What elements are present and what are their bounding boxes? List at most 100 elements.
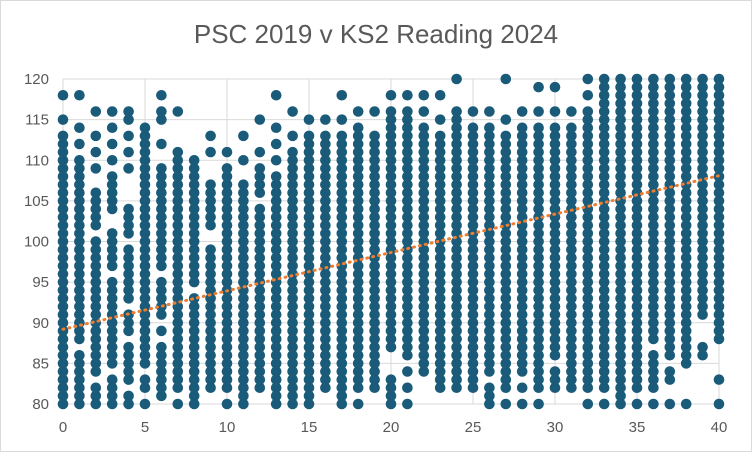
- data-point: [713, 301, 725, 312]
- data-point: [484, 146, 495, 158]
- data-point: [664, 203, 676, 215]
- data-point: [90, 260, 102, 272]
- data-point: [418, 341, 430, 353]
- data-point: [533, 154, 544, 166]
- data-point: [320, 211, 331, 223]
- data-point: [598, 268, 610, 280]
- data-point: [57, 187, 69, 199]
- data-point: [74, 382, 85, 394]
- data-point: [549, 349, 561, 361]
- data-point: [221, 309, 233, 320]
- data-point: [90, 309, 102, 320]
- data-point: [188, 187, 200, 199]
- data-point: [238, 317, 249, 329]
- data-point: [336, 333, 348, 345]
- data-point: [582, 341, 594, 353]
- data-point: [582, 138, 594, 150]
- data-point: [123, 228, 134, 239]
- data-point: [74, 187, 85, 199]
- data-point: [664, 276, 676, 288]
- data-point: [238, 130, 249, 142]
- data-point: [336, 146, 348, 158]
- data-point: [172, 366, 184, 377]
- data-point: [434, 341, 446, 353]
- data-point: [500, 317, 512, 329]
- data-point: [516, 309, 528, 320]
- data-point: [566, 301, 577, 312]
- data-point: [467, 276, 479, 288]
- data-point: [205, 203, 216, 215]
- data-point: [484, 325, 495, 337]
- data-point: [320, 374, 331, 385]
- data-point: [352, 284, 364, 296]
- data-point: [139, 187, 151, 199]
- data-point: [664, 106, 676, 117]
- data-point: [598, 341, 610, 353]
- data-point: [139, 268, 151, 280]
- data-point: [57, 252, 69, 264]
- data-point: [74, 390, 85, 402]
- data-point: [582, 154, 594, 166]
- data-point: [221, 301, 233, 312]
- data-point: [434, 301, 446, 312]
- data-point: [598, 382, 610, 394]
- data-point: [697, 284, 708, 296]
- data-point: [369, 106, 380, 117]
- data-point: [582, 187, 594, 199]
- data-point: [303, 293, 315, 304]
- data-point: [139, 276, 151, 288]
- data-point: [74, 228, 85, 239]
- data-point: [270, 293, 282, 304]
- data-point: [238, 325, 249, 337]
- data-point: [467, 244, 479, 255]
- data-point: [254, 244, 266, 255]
- data-point: [516, 171, 528, 182]
- data-point: [648, 333, 659, 345]
- data-point: [336, 268, 348, 280]
- data-point: [402, 195, 413, 207]
- data-point: [139, 219, 151, 231]
- data-point: [467, 236, 479, 247]
- data-point: [713, 252, 725, 264]
- data-point: [418, 187, 430, 199]
- data-point: [697, 179, 708, 190]
- data-point: [188, 341, 200, 353]
- data-point: [648, 228, 659, 239]
- data-point: [615, 301, 626, 312]
- data-point: [172, 382, 184, 394]
- data-point: [139, 301, 151, 312]
- data-point: [238, 236, 249, 247]
- data-point: [615, 203, 626, 215]
- data-point: [598, 138, 610, 150]
- data-point: [336, 195, 348, 207]
- data-point: [680, 228, 692, 239]
- data-point: [221, 252, 233, 264]
- data-point: [205, 276, 216, 288]
- data-point: [418, 366, 430, 377]
- data-point: [467, 146, 479, 158]
- data-point: [598, 260, 610, 272]
- data-point: [664, 309, 676, 320]
- data-point: [172, 374, 184, 385]
- data-point: [680, 317, 692, 329]
- data-point: [434, 114, 446, 125]
- data-point: [172, 171, 184, 182]
- data-point: [57, 228, 69, 239]
- data-point: [549, 366, 561, 377]
- data-point: [172, 252, 184, 264]
- data-point: [549, 236, 561, 247]
- data-point: [615, 171, 626, 182]
- data-point: [172, 276, 184, 288]
- data-point: [516, 301, 528, 312]
- data-point: [484, 260, 495, 272]
- data-point: [90, 276, 102, 288]
- data-point: [287, 366, 298, 377]
- data-points: [57, 73, 725, 410]
- data-point: [434, 89, 446, 101]
- data-point: [385, 293, 397, 304]
- data-point: [205, 309, 216, 320]
- data-point: [516, 293, 528, 304]
- data-point: [303, 252, 315, 264]
- data-point: [106, 179, 118, 190]
- data-point: [680, 260, 692, 272]
